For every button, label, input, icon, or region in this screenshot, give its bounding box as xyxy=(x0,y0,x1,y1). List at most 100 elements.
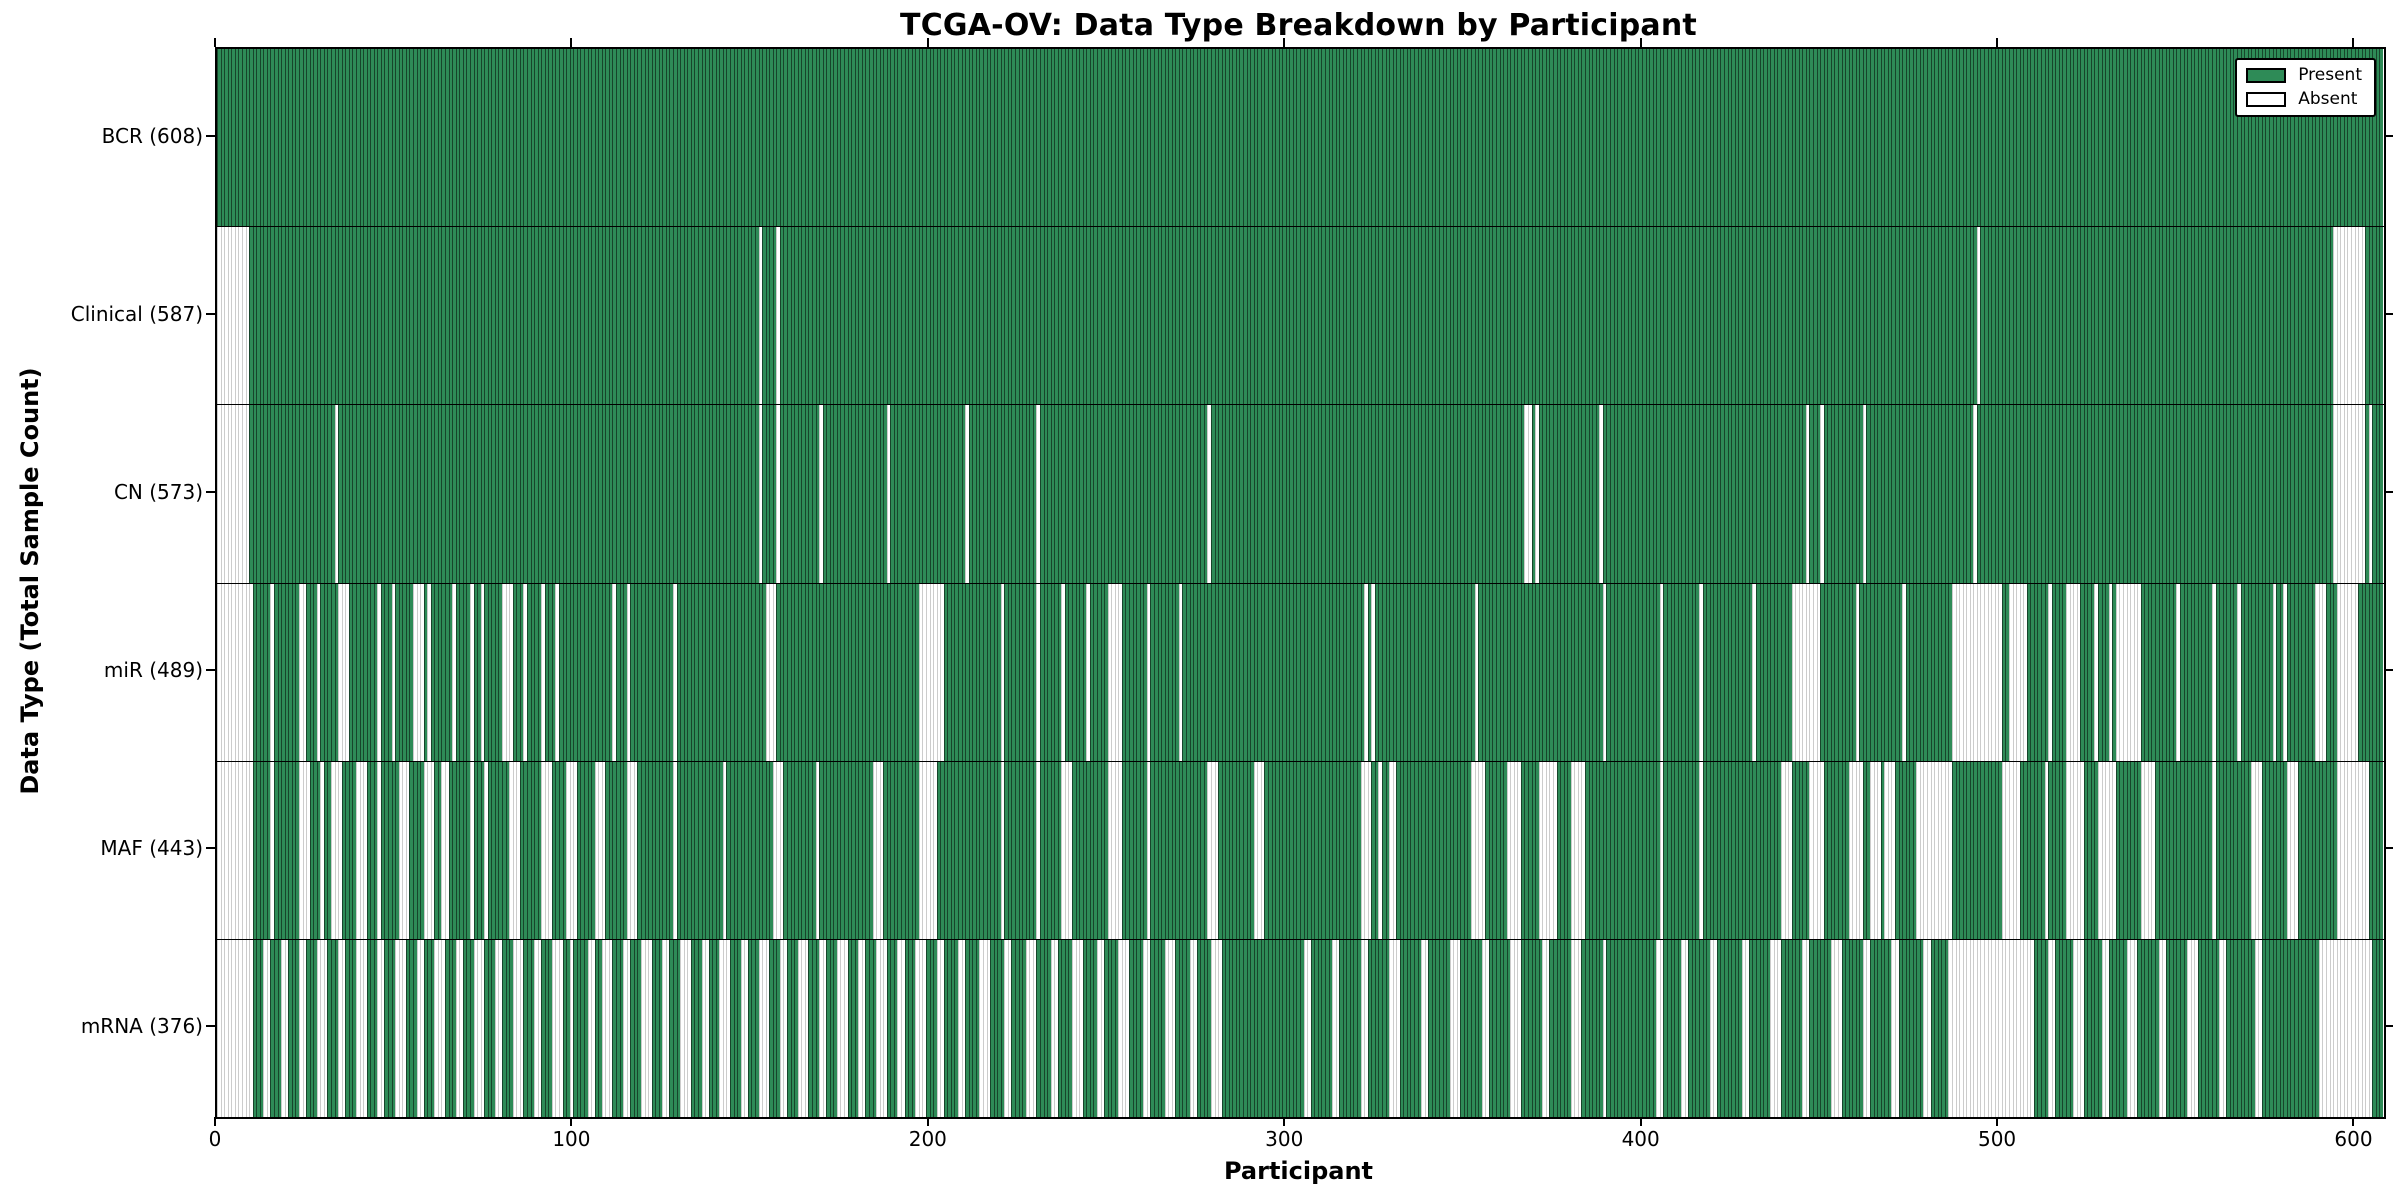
presence-cell xyxy=(505,49,510,227)
presence-cell xyxy=(1535,583,1539,761)
presence-cell xyxy=(961,761,966,939)
presence-cell xyxy=(1513,405,1518,583)
presence-cell xyxy=(2276,49,2280,227)
presence-cell xyxy=(2247,939,2252,1118)
presence-cell xyxy=(1143,761,1147,939)
presence-cell xyxy=(893,405,898,583)
presence-cell xyxy=(1488,49,1493,227)
presence-cell xyxy=(2115,583,2120,761)
presence-cell xyxy=(320,405,324,583)
presence-cell xyxy=(1955,405,1960,583)
presence-cell xyxy=(1143,583,1147,761)
ytick-label-CN: CN (573) xyxy=(113,480,203,504)
presence-cell xyxy=(1570,227,1575,405)
presence-cell xyxy=(993,583,998,761)
presence-cell xyxy=(477,405,481,583)
presence-cell xyxy=(1264,761,1268,939)
presence-cell xyxy=(2204,583,2209,761)
presence-cell xyxy=(2315,939,2319,1118)
presence-cell xyxy=(1823,939,1828,1118)
presence-cell xyxy=(708,405,713,583)
presence-cell xyxy=(605,583,609,761)
presence-cell xyxy=(1631,405,1635,583)
presence-cell xyxy=(491,583,495,761)
presence-cell xyxy=(972,583,976,761)
presence-cell xyxy=(1592,583,1596,761)
presence-cell xyxy=(1716,583,1721,761)
presence-cell xyxy=(1506,583,1511,761)
presence-cell xyxy=(423,49,428,227)
presence-cell xyxy=(1538,761,1543,939)
presence-cell xyxy=(687,939,691,1118)
presence-cell xyxy=(1688,761,1692,939)
presence-cell xyxy=(1474,761,1479,939)
presence-cell xyxy=(868,227,873,405)
presence-cell xyxy=(1563,49,1568,227)
presence-cell xyxy=(982,49,987,227)
presence-cell xyxy=(726,761,730,939)
presence-cell xyxy=(323,227,328,405)
presence-cell xyxy=(1463,227,1468,405)
presence-cell xyxy=(370,761,374,939)
presence-cell xyxy=(2162,49,2166,227)
presence-cell xyxy=(491,49,495,227)
presence-cell xyxy=(1784,227,1789,405)
presence-cell xyxy=(1937,939,1942,1118)
presence-cell xyxy=(2340,939,2344,1118)
presence-cell xyxy=(1488,227,1493,405)
presence-cell xyxy=(2105,49,2109,227)
presence-cell xyxy=(2354,583,2359,761)
presence-cell xyxy=(918,227,923,405)
presence-cell xyxy=(2073,49,2077,227)
presence-cell xyxy=(1713,49,1717,227)
presence-cell xyxy=(1478,761,1482,939)
presence-cell xyxy=(1164,761,1169,939)
presence-cell xyxy=(2069,405,2074,583)
presence-cell xyxy=(901,761,905,939)
presence-cell xyxy=(2269,583,2273,761)
presence-cell xyxy=(1973,583,1977,761)
presence-cell xyxy=(434,761,438,939)
presence-cell xyxy=(1531,405,1536,583)
presence-cell xyxy=(1431,939,1436,1118)
presence-cell xyxy=(1674,583,1678,761)
presence-cell xyxy=(363,939,367,1118)
presence-cell xyxy=(1752,939,1756,1118)
presence-cell xyxy=(701,405,706,583)
presence-cell xyxy=(2375,49,2380,227)
presence-cell xyxy=(2240,939,2245,1118)
presence-cell xyxy=(569,49,574,227)
presence-cell xyxy=(2212,583,2216,761)
presence-cell xyxy=(530,405,535,583)
presence-cell xyxy=(1378,405,1382,583)
presence-cell xyxy=(1574,583,1578,761)
presence-cell xyxy=(2144,49,2148,227)
presence-cell xyxy=(1984,405,1988,583)
presence-cell xyxy=(1371,761,1375,939)
presence-cell xyxy=(587,939,592,1118)
presence-cell xyxy=(1392,49,1397,227)
top-tick xyxy=(926,38,929,47)
presence-cell xyxy=(2208,583,2212,761)
presence-cell xyxy=(1827,49,1831,227)
presence-cell xyxy=(1000,49,1005,227)
presence-cell xyxy=(1620,227,1625,405)
presence-cell xyxy=(1887,939,1892,1118)
presence-cell xyxy=(2240,227,2245,405)
presence-cell xyxy=(544,227,549,405)
presence-cell xyxy=(1064,227,1069,405)
presence-cell xyxy=(2336,49,2341,227)
presence-cell xyxy=(1862,583,1867,761)
presence-cell xyxy=(1560,405,1564,583)
presence-cell xyxy=(1225,405,1229,583)
presence-cell xyxy=(733,405,738,583)
presence-cell xyxy=(519,939,524,1118)
presence-cell xyxy=(747,761,752,939)
presence-cell xyxy=(1392,583,1397,761)
presence-cell xyxy=(1396,939,1400,1118)
presence-cell xyxy=(1549,583,1553,761)
presence-cell xyxy=(840,761,844,939)
presence-cell xyxy=(2215,583,2220,761)
presence-cell xyxy=(1944,405,1949,583)
presence-cell xyxy=(1987,405,1992,583)
